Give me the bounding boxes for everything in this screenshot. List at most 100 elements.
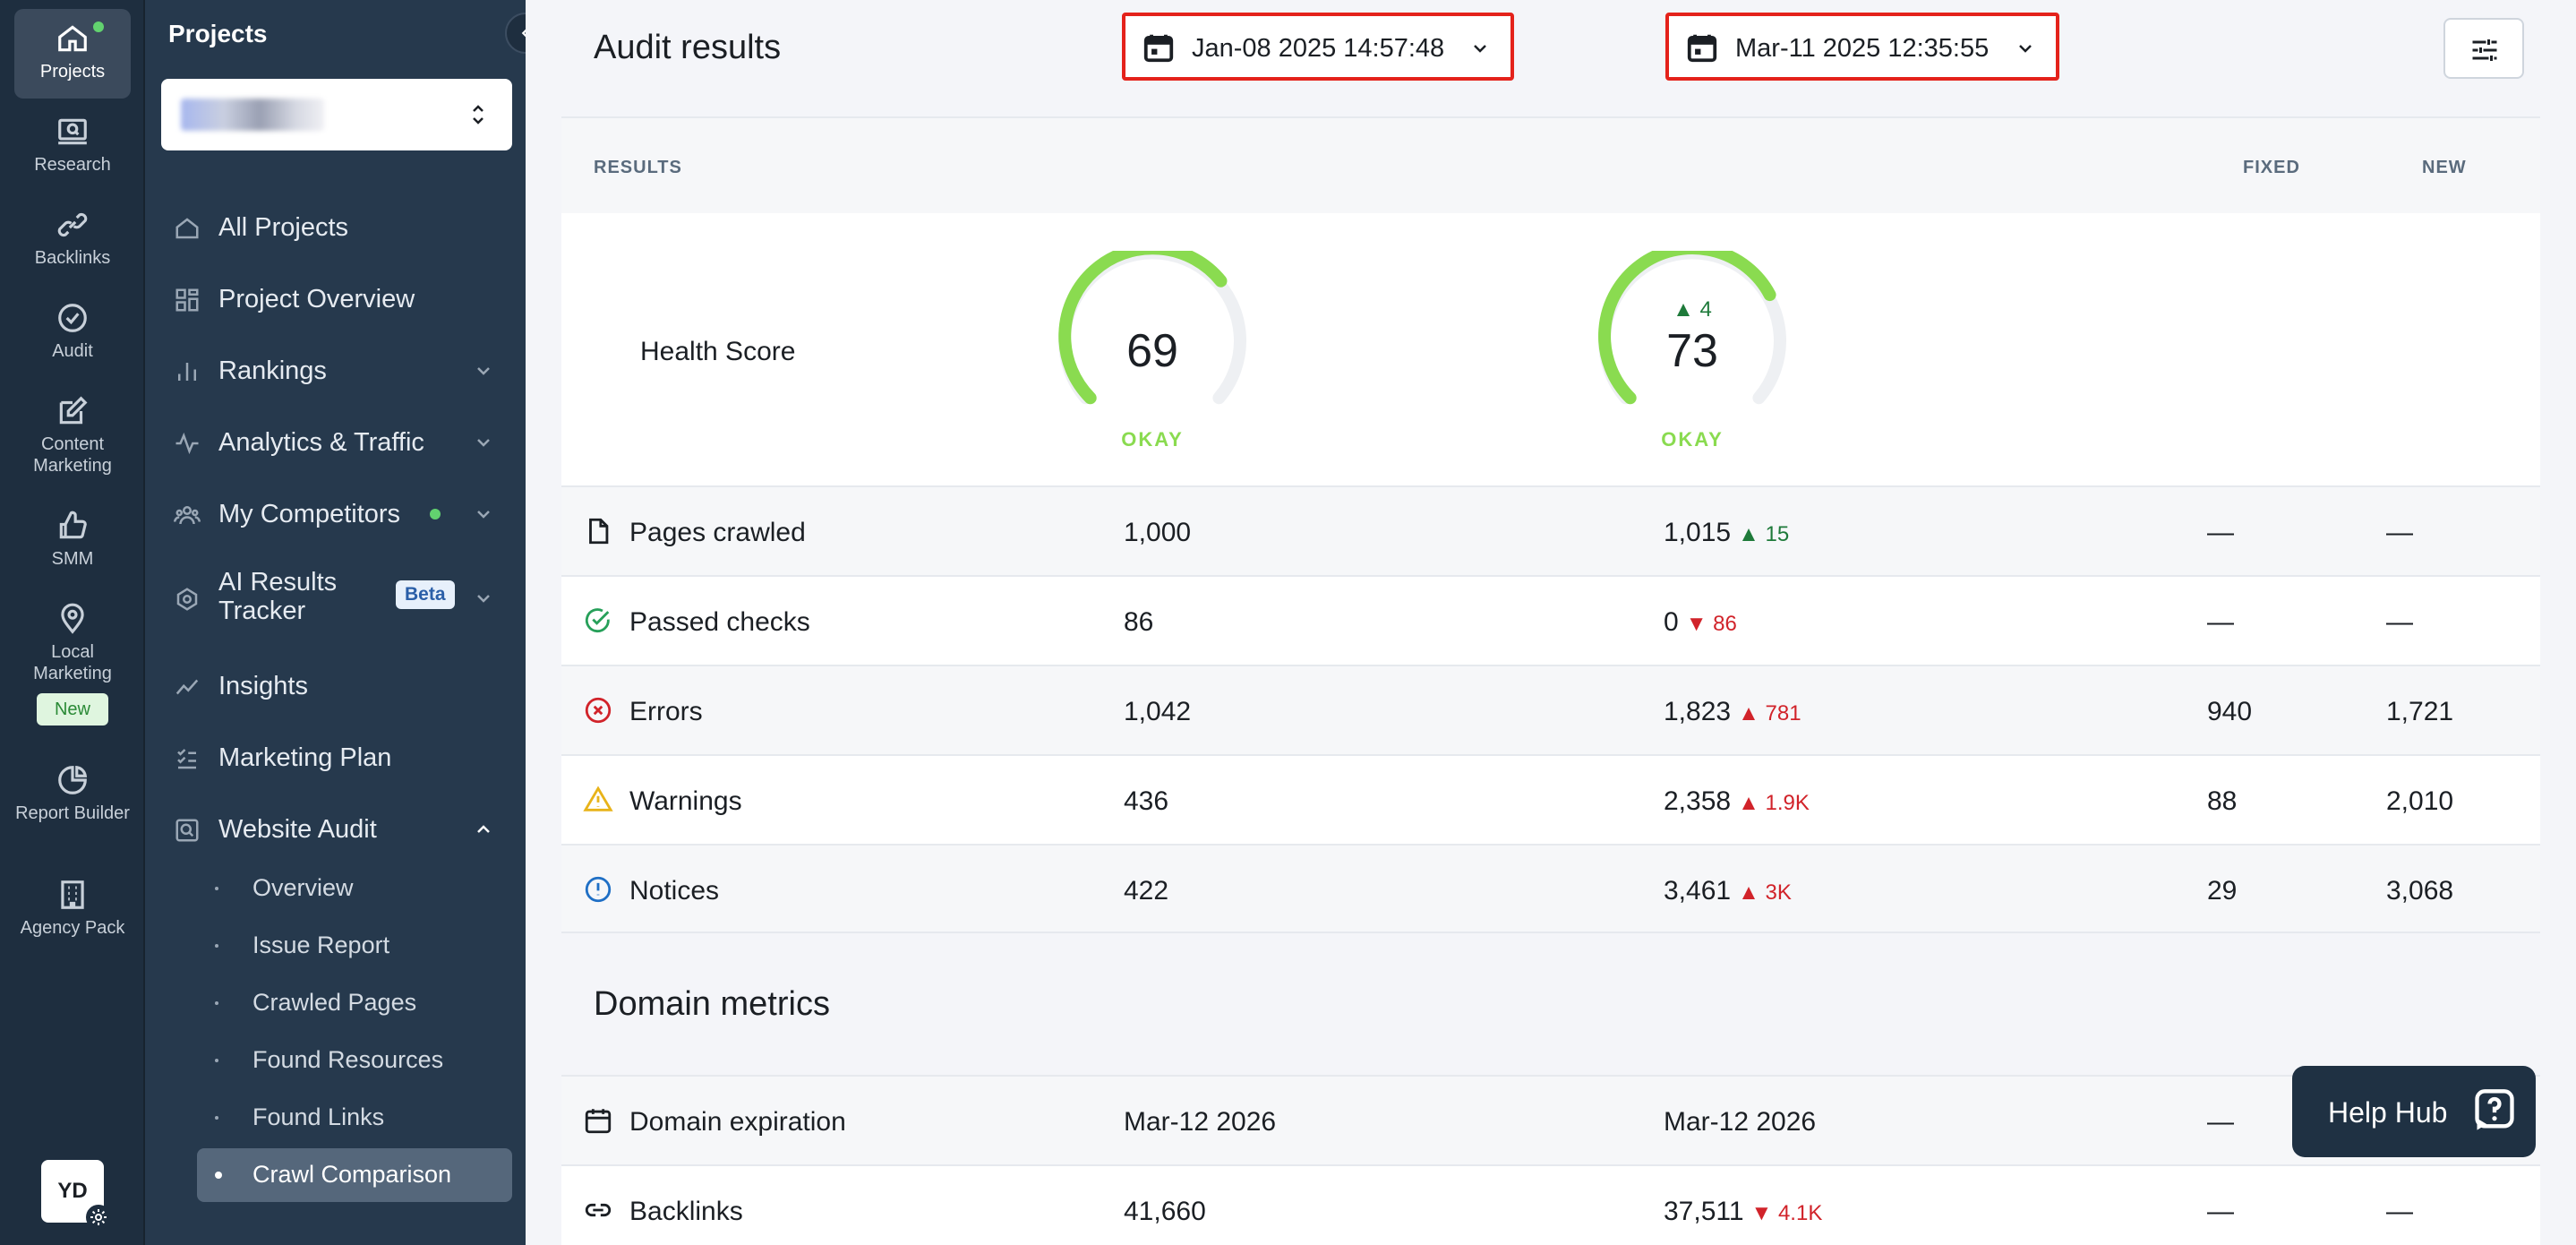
sidebar-subitem-issue-report[interactable]: Issue Report	[197, 919, 512, 973]
help-hub-button[interactable]: Help Hub	[2292, 1066, 2536, 1157]
sidebar-subitem-found-resources[interactable]: Found Resources	[197, 1034, 512, 1087]
check-circle-icon	[58, 304, 87, 332]
sidebar-item-project-overview[interactable]: Project Overview	[161, 270, 512, 328]
rail-item-smm[interactable]: SMM	[14, 509, 131, 570]
pie-chart-icon	[58, 765, 88, 794]
fixed-value: —	[2207, 1107, 2234, 1137]
row-label: Domain expiration	[629, 1107, 846, 1137]
delta-value: 86	[1713, 612, 1737, 636]
link-icon	[57, 212, 88, 237]
value-1: 86	[1124, 607, 1154, 637]
sidebar-item-analytics[interactable]: Analytics & Traffic	[161, 414, 512, 471]
project-select[interactable]	[161, 79, 512, 150]
rail-item-projects[interactable]: Projects	[14, 9, 131, 99]
table-row-errors: Errors 1,042 1,823 ▲ 781 940 1,721	[561, 665, 2540, 754]
table-header: RESULTS FIXED NEW	[561, 116, 2540, 213]
bullet	[215, 1172, 222, 1179]
sidebar-item-marketing-plan[interactable]: Marketing Plan	[161, 729, 512, 786]
chevron-down-icon	[477, 511, 490, 519]
health-gauge-2: ▲ 4 73 OKAY	[1594, 242, 1791, 466]
rail-item-backlinks[interactable]: Backlinks	[14, 208, 131, 269]
sidebar-item-website-audit[interactable]: Website Audit	[161, 801, 512, 858]
info-icon	[585, 876, 612, 903]
health-score-1: 69	[1126, 325, 1178, 377]
date-picker-1[interactable]: Jan-08 2025 14:57:48	[1122, 13, 1514, 81]
date-picker-2[interactable]: Mar-11 2025 12:35:55	[1665, 13, 2059, 81]
health-status-2: OKAY	[1661, 428, 1724, 451]
rail-label-report-builder: Report Builder	[15, 803, 130, 823]
sidebar-item-ai-results-tracker[interactable]: AI Results Tracker Beta	[161, 562, 512, 634]
sidebar-item-insights[interactable]: Insights	[161, 657, 512, 715]
value-2: 2,358 ▲ 1.9K	[1664, 786, 1810, 817]
subitem-label: Crawled Pages	[252, 989, 417, 1016]
new-value: —	[2386, 1197, 2413, 1226]
rail-item-agency-pack[interactable]: Agency Pack	[14, 878, 131, 939]
value-2-text: 0	[1664, 607, 1679, 637]
ai-icon	[176, 588, 198, 611]
new-value: —	[2386, 518, 2413, 547]
sidebar-item-label: Marketing Plan	[218, 743, 392, 772]
health-status-1: OKAY	[1121, 428, 1184, 451]
edit-icon	[59, 396, 88, 425]
sidebar-subitem-crawled-pages[interactable]: Crawled Pages	[197, 976, 512, 1030]
sidebar-subitem-found-links[interactable]: Found Links	[197, 1091, 512, 1145]
fixed-value: 29	[2207, 876, 2238, 906]
rail-label-research: Research	[34, 155, 111, 175]
avatar[interactable]: YD	[41, 1160, 111, 1230]
fixed-value: —	[2207, 1197, 2234, 1226]
chevron-down-icon	[477, 439, 490, 447]
gear-icon[interactable]	[86, 1205, 111, 1230]
table-row-pages-crawled: Pages crawled 1,000 1,015 ▲ 15 — —	[561, 485, 2540, 575]
sidebar-item-label: Analytics & Traffic	[218, 428, 424, 457]
delta-value: 781	[1765, 701, 1801, 726]
sidebar-item-label: Project Overview	[218, 285, 415, 313]
updown-chevron-icon	[473, 105, 484, 124]
gauge-arc	[1058, 242, 1246, 405]
value-2-text: 1,823	[1664, 697, 1732, 726]
filter-settings-button[interactable]	[2443, 18, 2524, 79]
sidebar-subitem-overview[interactable]: Overview	[197, 862, 512, 915]
rail-item-audit[interactable]: Audit	[14, 301, 131, 362]
rail-item-content-marketing[interactable]: Content Marketing	[14, 394, 131, 477]
value-2: 0 ▼ 86	[1664, 607, 1737, 638]
thumbs-up-icon	[59, 511, 87, 539]
delta-down: ▼ 86	[1685, 612, 1737, 636]
rail-label-backlinks: Backlinks	[34, 248, 111, 268]
pulse-icon	[175, 432, 199, 455]
main-content: Audit results Jan-08 2025 14:57:48 Mar-1…	[526, 0, 2576, 1245]
value-1: 1,042	[1124, 697, 1192, 726]
new-value: 1,721	[2386, 697, 2454, 726]
error-icon	[585, 697, 612, 724]
sidebar-item-my-competitors[interactable]: My Competitors	[161, 485, 512, 543]
home-icon	[58, 25, 87, 52]
check-circle-icon	[585, 608, 610, 633]
link-icon	[585, 1203, 612, 1217]
page-title: Audit results	[594, 29, 782, 66]
delta-value: 3K	[1765, 880, 1792, 905]
sidebar-subitem-crawl-comparison[interactable]: Crawl Comparison	[197, 1148, 512, 1202]
gauge-arc	[1598, 242, 1786, 405]
new-value: —	[2386, 607, 2413, 637]
bullet	[215, 1001, 218, 1005]
rail-item-report-builder[interactable]: Report Builder	[14, 763, 131, 824]
row-label: Pages crawled	[629, 518, 806, 547]
value-2: 3,461 ▲ 3K	[1664, 876, 1792, 906]
help-chat-icon	[2475, 1089, 2514, 1130]
trend-icon	[175, 679, 199, 695]
bullet	[215, 944, 218, 948]
warning-icon	[583, 786, 613, 811]
help-hub-label: Help Hub	[2328, 1096, 2448, 1129]
health-delta-value: 4	[1699, 297, 1712, 322]
value-2-text: 3,461	[1664, 876, 1732, 906]
rail-item-research[interactable]: Research	[14, 115, 131, 176]
home-outline-icon	[175, 218, 199, 239]
sidebar-item-all-projects[interactable]: All Projects	[161, 199, 512, 256]
users-icon	[174, 506, 201, 525]
new-badge: New	[36, 693, 108, 726]
fixed-value: —	[2207, 607, 2234, 637]
rail-item-local-marketing[interactable]: Local Marketing New	[14, 602, 131, 726]
sidebar-item-rankings[interactable]: Rankings	[161, 342, 512, 399]
subitem-label: Overview	[252, 874, 354, 901]
sidebar-item-label: Insights	[218, 672, 308, 700]
status-dot	[430, 509, 441, 519]
